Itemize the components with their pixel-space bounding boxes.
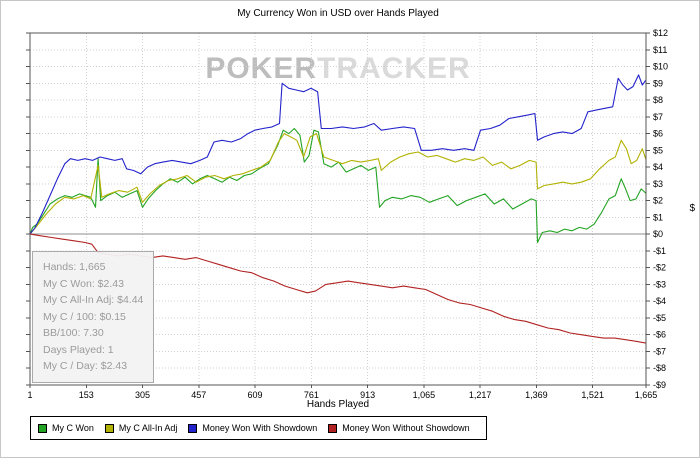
svg-text:$10: $10 (653, 62, 668, 72)
svg-text:761: 761 (304, 390, 319, 400)
legend-label: Money Won With Showdown (202, 423, 318, 433)
svg-text:$8: $8 (653, 95, 663, 105)
legend-label: Money Won Without Showdown (342, 423, 470, 433)
x-axis-title: Hands Played (306, 399, 370, 410)
legend-item-my-c-allin-adj: My C All-In Adj (104, 423, 178, 433)
svg-text:-$2: -$2 (653, 263, 666, 273)
svg-text:$9: $9 (653, 78, 663, 88)
svg-text:305: 305 (135, 390, 150, 400)
watermark-tracker-text: TRACKER (317, 52, 471, 85)
stat-bb-per-100: BB/100: 7.30 (43, 327, 104, 339)
stat-days-played: Days Played: 1 (43, 343, 114, 356)
legend: My C Won My C All-In Adj Money Won With … (30, 416, 487, 440)
svg-text:-$3: -$3 (653, 279, 666, 289)
svg-text:-$6: -$6 (653, 330, 666, 340)
svg-text:-$9: -$9 (653, 380, 666, 390)
money-won-with-showdown-swatch-icon (188, 423, 198, 433)
svg-text:$0: $0 (653, 229, 663, 239)
svg-text:1,521: 1,521 (581, 390, 604, 400)
my-c-won-swatch-icon (38, 423, 47, 433)
stat-my-c-per-day: My C / Day: $2.43 (43, 360, 128, 372)
legend-item-money-won-without-showdown: Money Won Without Showdown (328, 423, 470, 433)
svg-text:$3: $3 (653, 179, 663, 189)
svg-text:$6: $6 (653, 129, 663, 139)
svg-text:153: 153 (79, 390, 94, 400)
svg-text:913: 913 (360, 390, 375, 400)
svg-text:609: 609 (248, 390, 263, 400)
svg-text:-$8: -$8 (653, 363, 666, 373)
svg-text:$7: $7 (653, 112, 663, 122)
svg-text:$1: $1 (653, 212, 663, 222)
money-won-without-showdown-swatch-icon (328, 423, 338, 433)
svg-text:1,369: 1,369 (525, 390, 548, 400)
svg-text:$5: $5 (653, 145, 663, 155)
svg-text:-$4: -$4 (653, 296, 666, 306)
svg-text:$11: $11 (653, 45, 667, 55)
stats-summary-box: Hands: 1,665 My C Won: $2.43 My C All-In… (32, 251, 155, 383)
svg-text:$12: $12 (653, 28, 668, 38)
stat-my-c-won: My C Won: $2.43 (43, 277, 124, 290)
watermark-poker-text: POKER (205, 52, 317, 85)
stat-my-c-per-100: My C / 100: $0.15 (43, 310, 126, 323)
svg-text:-$5: -$5 (653, 313, 666, 323)
svg-text:$4: $4 (653, 162, 663, 172)
svg-text:1,217: 1,217 (469, 390, 492, 400)
svg-text:457: 457 (191, 390, 206, 400)
legend-item-money-won-with-showdown: Money Won With Showdown (188, 423, 317, 433)
my-c-allin-adj-swatch-icon (104, 423, 114, 433)
svg-text:1,665: 1,665 (635, 390, 658, 400)
stat-my-c-allin-adj: My C All-In Adj: $4.44 (43, 294, 144, 306)
legend-label: My C All-In Adj (118, 423, 178, 433)
svg-text:1: 1 (27, 390, 32, 400)
svg-text:-$1: -$1 (653, 246, 666, 256)
page-title: My Currency Won in USD over Hands Played (237, 8, 439, 19)
svg-text:1,065: 1,065 (413, 390, 436, 400)
y-axis-title: $ (689, 203, 695, 214)
svg-text:$2: $2 (653, 196, 663, 206)
svg-text:-$7: -$7 (653, 346, 666, 356)
legend-label: My C Won (52, 423, 94, 433)
legend-item-my-c-won: My C Won (38, 423, 94, 433)
stat-hands: Hands: 1,665 (43, 261, 106, 273)
pokertracker-watermark: POKERTRACKER (0, 52, 676, 86)
